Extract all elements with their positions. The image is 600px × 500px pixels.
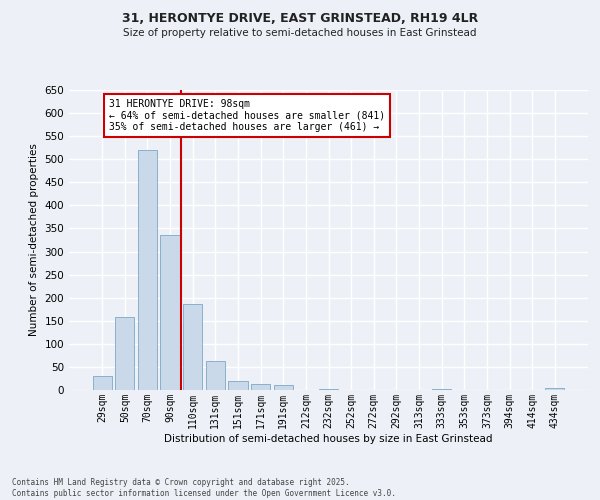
X-axis label: Distribution of semi-detached houses by size in East Grinstead: Distribution of semi-detached houses by … [164, 434, 493, 444]
Bar [545, 388, 565, 390]
Text: Size of property relative to semi-detached houses in East Grinstead: Size of property relative to semi-detach… [123, 28, 477, 38]
Bar [432, 389, 451, 390]
Bar [206, 362, 225, 390]
Bar [274, 386, 293, 390]
Bar [92, 376, 112, 390]
Bar [229, 381, 248, 390]
Bar [319, 388, 338, 390]
Text: 31 HERONTYE DRIVE: 98sqm
← 64% of semi-detached houses are smaller (841)
35% of : 31 HERONTYE DRIVE: 98sqm ← 64% of semi-d… [109, 99, 385, 132]
Text: Contains HM Land Registry data © Crown copyright and database right 2025.
Contai: Contains HM Land Registry data © Crown c… [12, 478, 396, 498]
Bar [251, 384, 270, 390]
Bar [138, 150, 157, 390]
Bar [160, 236, 180, 390]
Text: 31, HERONTYE DRIVE, EAST GRINSTEAD, RH19 4LR: 31, HERONTYE DRIVE, EAST GRINSTEAD, RH19… [122, 12, 478, 26]
Y-axis label: Number of semi-detached properties: Number of semi-detached properties [29, 144, 39, 336]
Bar [115, 317, 134, 390]
Bar [183, 304, 202, 390]
